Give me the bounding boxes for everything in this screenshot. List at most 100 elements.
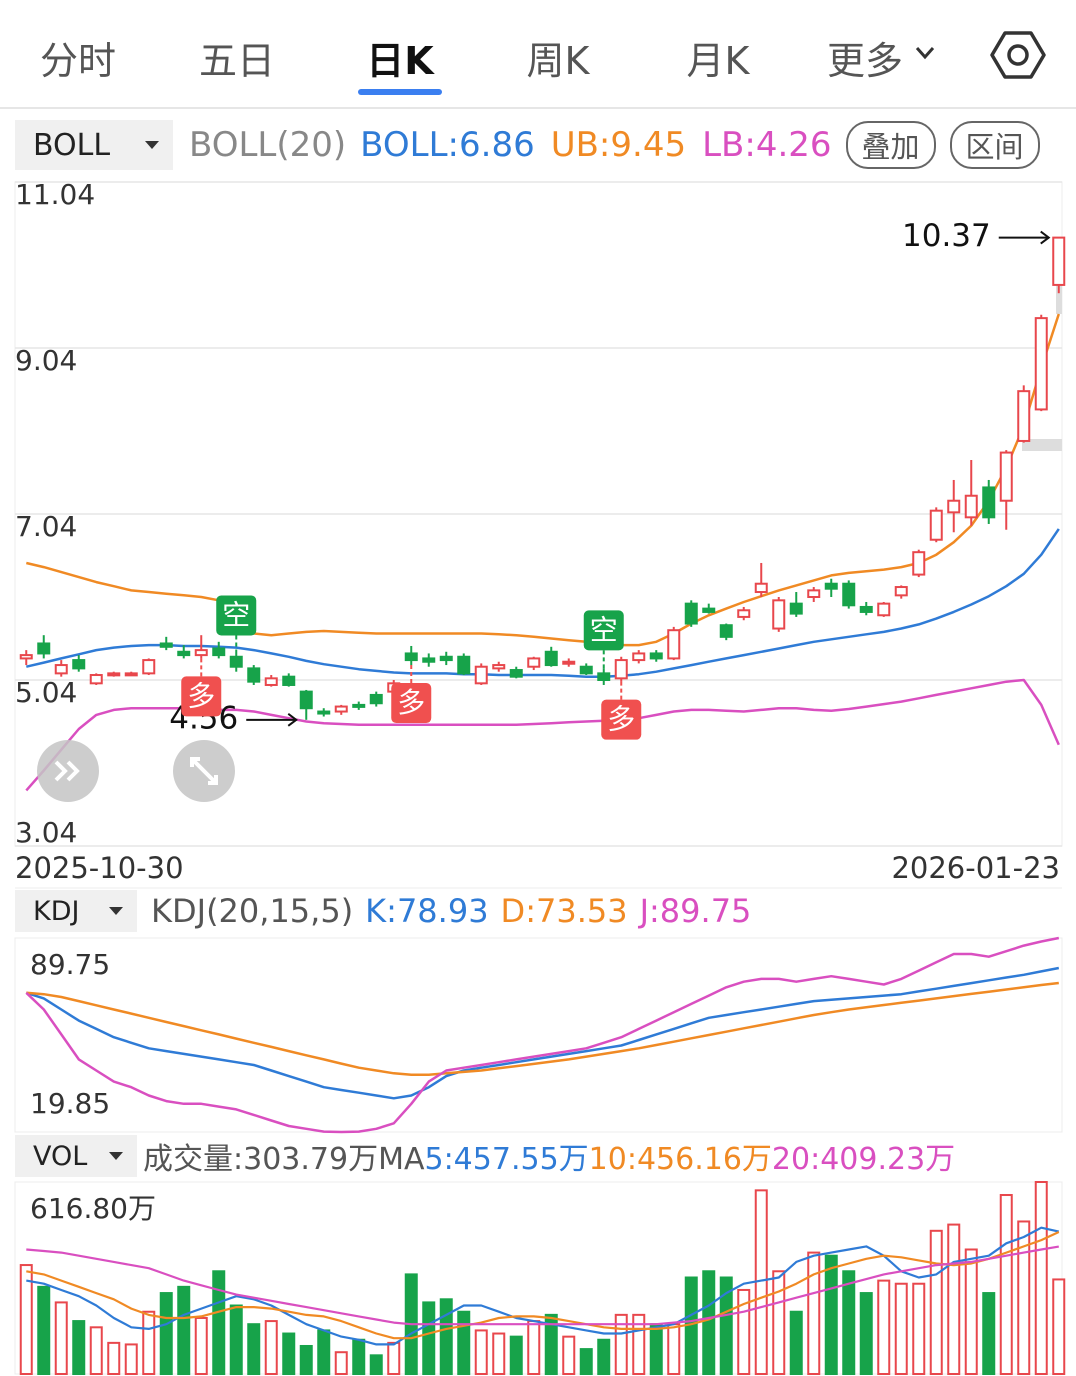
volume-bar xyxy=(299,1344,313,1375)
candle-body xyxy=(1034,317,1048,411)
signal-badge xyxy=(391,683,432,724)
volume-bar xyxy=(964,1248,978,1375)
tab[interactable]: 五日 xyxy=(198,39,276,83)
candle-body xyxy=(947,499,961,514)
volume-bar xyxy=(824,1254,838,1375)
volume-bar xyxy=(859,1292,873,1376)
tab[interactable]: 更多 xyxy=(826,39,904,83)
scroll-marker xyxy=(1056,284,1062,314)
kdj-line xyxy=(25,966,1060,1100)
candle-body xyxy=(19,654,33,660)
volume-bar xyxy=(614,1313,628,1376)
indicator-selector[interactable]: BOLL xyxy=(15,120,173,170)
tab[interactable]: 周K xyxy=(526,39,590,83)
tab[interactable]: 日K xyxy=(366,39,434,83)
indicator-selector[interactable]: VOL xyxy=(15,1135,137,1177)
settings-icon[interactable] xyxy=(990,31,1046,79)
volume-ma-line xyxy=(26,1231,1060,1340)
y-tick-label: 11.04 xyxy=(15,178,95,211)
candle-body xyxy=(877,602,891,617)
candle-body xyxy=(264,677,278,686)
volume-bar xyxy=(404,1273,418,1376)
kdj-d: D:73.53 xyxy=(500,892,628,930)
candle-body xyxy=(562,660,576,665)
candle-body xyxy=(247,667,261,683)
volume-bar xyxy=(912,1282,926,1376)
candle-body xyxy=(684,602,698,625)
volume-bar xyxy=(684,1276,698,1376)
volume-bar xyxy=(369,1354,383,1376)
y-tick-label: 89.75 xyxy=(30,948,110,981)
volume-bar xyxy=(509,1335,523,1375)
candle-body xyxy=(107,672,121,677)
candle-body xyxy=(317,710,331,715)
volume-bar xyxy=(772,1270,786,1375)
candle-body xyxy=(404,652,418,662)
volume-bar xyxy=(159,1292,173,1376)
tab[interactable]: 月K xyxy=(686,39,750,83)
candle-body xyxy=(457,655,471,675)
volume-ma-line xyxy=(26,1226,1060,1346)
params: BOLL(20) xyxy=(189,125,347,165)
signal-badge xyxy=(601,699,642,740)
volume-bar xyxy=(649,1323,663,1376)
range-button[interactable]: 区间 xyxy=(949,121,1040,169)
volume-bar xyxy=(107,1341,121,1375)
candle-body xyxy=(177,650,191,657)
volume-bar xyxy=(877,1279,891,1375)
volume-bar xyxy=(982,1292,996,1376)
volume-bar xyxy=(737,1288,751,1375)
x-label: 2025-10-30 xyxy=(15,851,184,885)
candle-body xyxy=(964,494,978,519)
candle-body xyxy=(544,650,558,667)
candle-body xyxy=(737,609,751,618)
volume-bar xyxy=(492,1332,506,1376)
candle-body xyxy=(842,582,856,607)
volume-bar xyxy=(194,1316,208,1375)
volume-bar xyxy=(1052,1278,1066,1376)
overlay-button[interactable]: 叠加 xyxy=(845,121,936,169)
volume-bar xyxy=(334,1351,348,1375)
candle-body xyxy=(579,665,593,675)
expand-button xyxy=(173,740,235,802)
candle-body xyxy=(474,665,488,685)
volume-bar xyxy=(229,1304,243,1375)
y-tick-label: 616.80万 xyxy=(30,1192,156,1225)
volume-bar xyxy=(177,1285,191,1375)
volume-bar xyxy=(387,1341,401,1375)
volume-bar xyxy=(474,1329,488,1376)
volume-bar xyxy=(999,1194,1013,1376)
volume-bar xyxy=(947,1223,961,1375)
tab[interactable]: 分时 xyxy=(39,39,117,83)
signal-badge xyxy=(216,595,257,636)
volume-ma-line xyxy=(26,1245,1059,1326)
candle-body xyxy=(159,642,173,648)
boll-header: BOLL BOLL(20) BOLL:6.86 UB:9.45 LB:4.26 … xyxy=(15,120,1055,170)
selector-label: VOL xyxy=(33,1140,88,1172)
y-tick-label: 3.04 xyxy=(15,816,77,849)
volume-bar xyxy=(527,1320,541,1375)
vol-ma5: 5:457.55万 xyxy=(424,1142,589,1177)
volume-bar xyxy=(317,1329,331,1376)
boll-line xyxy=(25,678,1060,792)
candle-body xyxy=(1017,390,1031,442)
candle-body xyxy=(54,664,68,675)
volume-bar xyxy=(124,1343,138,1375)
candle-body xyxy=(807,589,821,598)
candle-body xyxy=(614,659,628,680)
indicator-selector[interactable]: KDJ xyxy=(15,890,137,932)
kdj-line xyxy=(26,981,1059,1076)
volume-bar xyxy=(632,1313,646,1376)
candle-body xyxy=(702,607,716,613)
kdj-pane xyxy=(14,937,1063,1133)
y-tick-label: 7.04 xyxy=(15,510,77,543)
signal-label: 多 xyxy=(397,686,425,719)
candle-body xyxy=(772,599,786,630)
candle-body xyxy=(422,657,436,663)
candle-body xyxy=(299,690,313,710)
candle-body xyxy=(124,672,138,677)
volume-bar xyxy=(754,1189,768,1375)
volume-bar xyxy=(894,1282,908,1376)
volume-bar xyxy=(264,1320,278,1375)
candle-body xyxy=(912,551,926,576)
